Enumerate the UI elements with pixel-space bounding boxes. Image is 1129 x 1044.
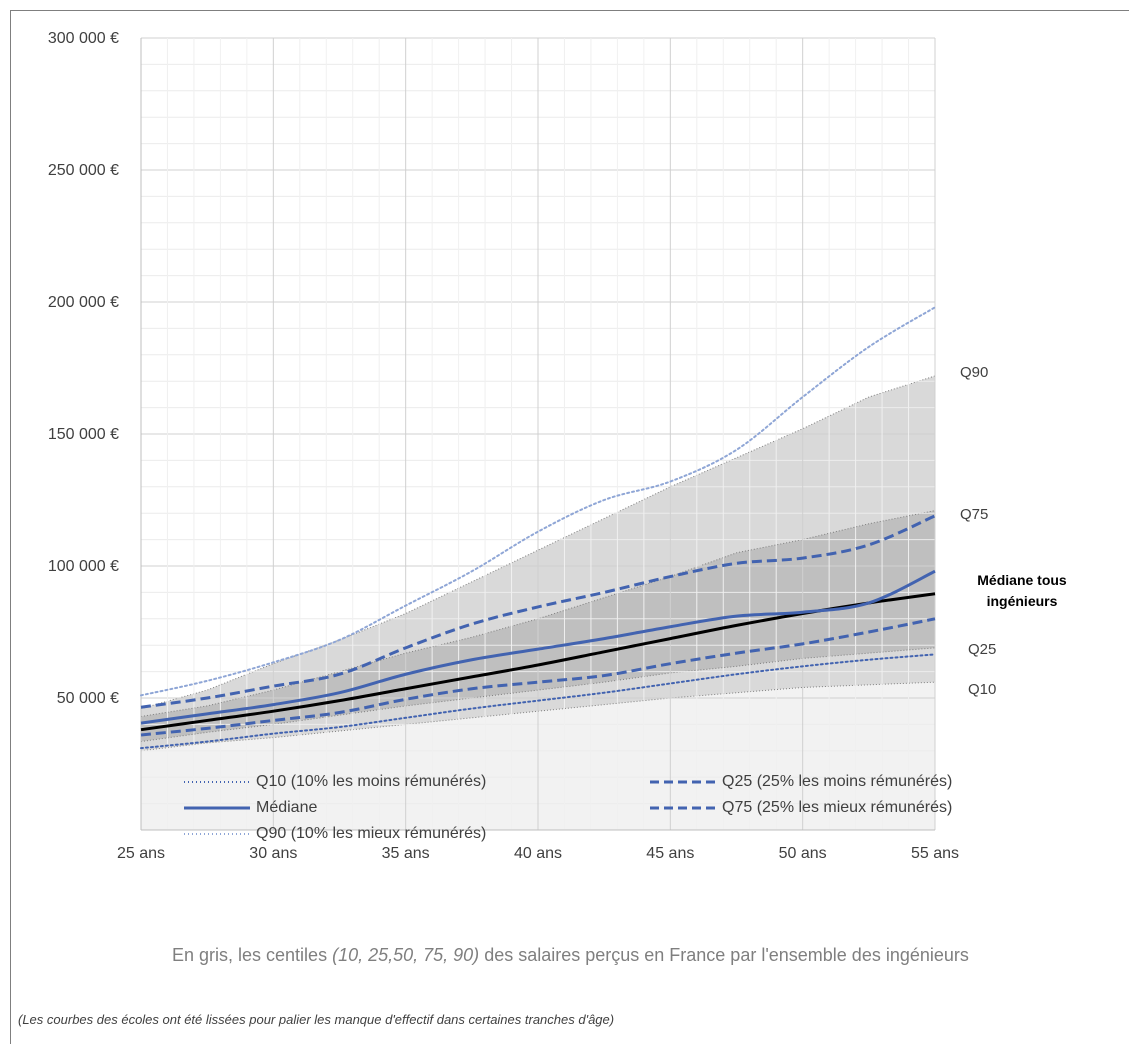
end-label-q25: Q25 <box>968 641 996 658</box>
y-tick-label: 50 000 € <box>57 690 119 707</box>
series-line-2 <box>140 617 936 737</box>
note-italic: (10, 25,50, 75, 90) <box>332 945 480 965</box>
x-tick-label: 45 ans <box>646 845 694 862</box>
salary-chart: 50 000 € 100 000 € 150 000 € 200 000 € 250 0… <box>48 30 1067 862</box>
x-tick-label: 35 ans <box>382 845 430 862</box>
x-tick-label: 55 ans <box>911 845 959 862</box>
legend-swatch-q75 <box>650 806 716 810</box>
x-tick-label: 30 ans <box>249 845 297 862</box>
legend-swatch-median <box>184 806 250 810</box>
legend-swatch-q10 <box>184 781 250 783</box>
legend-label-q10: Q10 (10% les moins rémunérés) <box>256 773 487 790</box>
series-lines <box>140 306 936 750</box>
x-axis-ticks: 25 ans 30 ans 35 ans 40 ans 45 ans 50 ans 55 a… <box>117 845 959 862</box>
end-labels: Q90 Q75 Médiane tous ingénieurs Q25 Q10 <box>960 364 1067 698</box>
y-tick-label: 300 000 € <box>48 30 119 47</box>
series-line-5 <box>140 306 936 697</box>
note-suffix: des salaires perçus en France par l'ense… <box>479 945 969 965</box>
chart-frame <box>10 10 1129 1044</box>
x-tick-label: 50 ans <box>779 845 827 862</box>
y-axis-ticks: 50 000 € 100 000 € 150 000 € 200 000 € 250 0… <box>48 30 119 707</box>
x-tick-label: 40 ans <box>514 845 562 862</box>
end-label-q75: Q75 <box>960 506 988 523</box>
legend-label-median: Médiane <box>256 799 318 816</box>
footnote: (Les courbes des écoles ont été lissées … <box>18 1012 615 1027</box>
legend-item-median: Médiane <box>182 799 317 817</box>
series-line-4 <box>140 514 936 709</box>
legend-item-q90: Q90 (10% les mieux rémunérés) <box>182 825 486 843</box>
series-line-1 <box>140 653 936 750</box>
note-prefix: En gris, les centiles <box>172 945 333 965</box>
legend-swatch-q25 <box>650 780 716 784</box>
series-line-3 <box>140 569 936 725</box>
legend-label-q25: Q25 (25% les moins rémunérés) <box>722 773 953 790</box>
gridlines <box>140 37 936 831</box>
x-tick-label: 25 ans <box>117 845 165 862</box>
y-tick-label: 150 000 € <box>48 426 119 443</box>
legend-item-q25: Q25 (25% les moins rémunérés) <box>648 773 952 791</box>
y-tick-label: 100 000 € <box>48 558 119 575</box>
legend-label-q75: Q75 (25% les mieux rémunérés) <box>722 799 953 816</box>
legend-item-q75: Q75 (25% les mieux rémunérés) <box>648 799 952 817</box>
end-label-q90: Q90 <box>960 364 988 381</box>
end-label-q10: Q10 <box>968 681 996 698</box>
legend-item-q10: Q10 (10% les moins rémunérés) <box>182 773 486 791</box>
legend-label-q90: Q90 (10% les mieux rémunérés) <box>256 825 487 842</box>
end-label-median-line: ingénieurs <box>987 593 1058 609</box>
y-tick-label: 250 000 € <box>48 162 119 179</box>
legend-swatch-q90 <box>184 833 250 835</box>
gray-percentile-note: En gris, les centiles (10, 25,50, 75, 90… <box>172 945 969 966</box>
y-tick-label: 200 000 € <box>48 294 119 311</box>
end-label-median-line: Médiane tous <box>977 572 1067 588</box>
